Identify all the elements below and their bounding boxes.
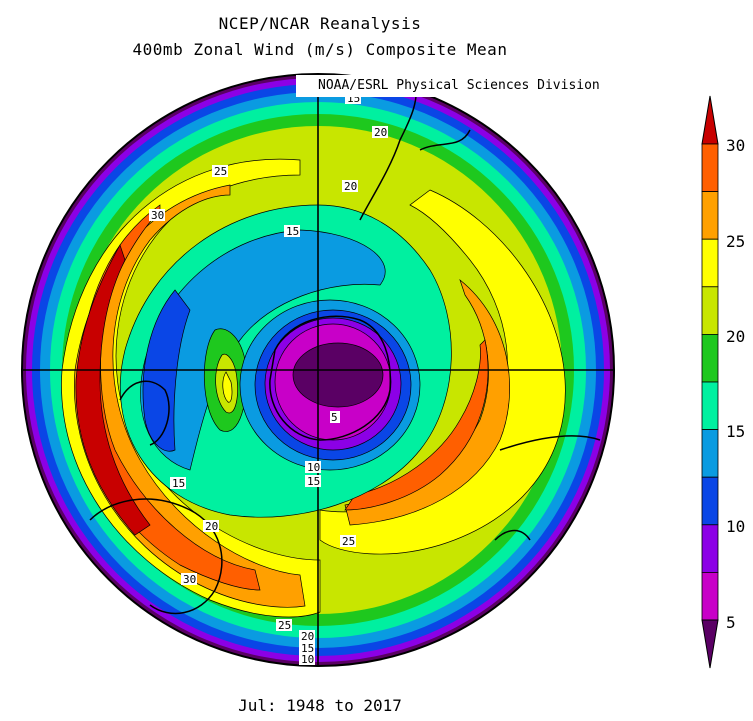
- coast-antarctica: [269, 315, 392, 441]
- coast-south-america: [359, 79, 418, 221]
- contour-label: 15: [305, 475, 321, 488]
- colorbar-cells: [701, 95, 719, 669]
- contour-label: 20: [342, 180, 358, 193]
- colorbar-cell: [701, 571, 719, 621]
- svg-text:25: 25: [214, 165, 227, 178]
- svg-text:5: 5: [331, 411, 338, 424]
- svg-text:15: 15: [307, 475, 320, 488]
- coastlines: [89, 79, 601, 615]
- colorbar-cell: [701, 429, 719, 478]
- colorbar-cell: [701, 238, 719, 288]
- east-jet-band: [319, 189, 566, 555]
- svg-text:10: 10: [301, 653, 314, 666]
- contour-label: 10: [305, 461, 321, 474]
- map-border: [21, 73, 615, 667]
- contour-label: 25: [276, 619, 292, 632]
- contour-labels: 15 20 20 25 30 15 5 10 15 15 20 25 30 25…: [149, 92, 388, 666]
- svg-text:20: 20: [301, 630, 314, 643]
- colorbar-tick-label: 15: [726, 422, 746, 441]
- svg-text:20: 20: [374, 126, 387, 139]
- svg-text:15: 15: [172, 477, 185, 490]
- colorbar-cell: [701, 286, 719, 335]
- coast-south-america-east: [419, 129, 471, 151]
- colorbar-cell: [701, 333, 719, 383]
- colorbar-tick-label: 25: [726, 232, 746, 251]
- colorbar-tick-label: 5: [726, 613, 736, 632]
- svg-text:20: 20: [344, 180, 357, 193]
- svg-text:30: 30: [151, 209, 164, 222]
- period-label: Jul: 1948 to 2017: [238, 696, 402, 715]
- contour-label: 20: [299, 630, 315, 643]
- colorbar-cell: [701, 476, 719, 526]
- polar-vortex: [239, 299, 421, 471]
- contour-label: 15: [284, 225, 300, 238]
- coast-madagascar: [494, 529, 531, 541]
- contour-label: 15: [299, 642, 315, 655]
- coast-africa: [499, 435, 601, 451]
- contour-label: 5: [330, 411, 340, 424]
- colorbar-tick-label: 10: [726, 517, 746, 536]
- colorbar-cell: [701, 191, 719, 240]
- colorbar-top-triangle: [701, 95, 719, 145]
- coast-new-zealand: [119, 380, 170, 446]
- svg-text:25: 25: [278, 619, 291, 632]
- title-line-1: NCEP/NCAR Reanalysis: [218, 14, 422, 33]
- contour-label: 20: [203, 520, 219, 533]
- wind-field: [22, 74, 614, 666]
- contour-label: 30: [149, 209, 165, 222]
- contour-label: 15: [170, 477, 186, 490]
- contour-label: 25: [340, 535, 356, 548]
- svg-text:15: 15: [286, 225, 299, 238]
- colorbar-cell: [701, 143, 719, 192]
- svg-text:15: 15: [301, 642, 314, 655]
- svg-text:25: 25: [342, 535, 355, 548]
- coast-australia: [89, 498, 223, 615]
- svg-text:30: 30: [183, 573, 196, 586]
- colorbar-cell: [701, 524, 719, 573]
- colorbar-bottom-triangle: [701, 619, 719, 669]
- svg-text:20: 20: [205, 520, 218, 533]
- contour-label: 20: [372, 126, 388, 139]
- jet-band: [61, 158, 321, 618]
- svg-text:10: 10: [307, 461, 320, 474]
- title-line-2: 400mb Zonal Wind (m/s) Composite Mean: [132, 40, 508, 59]
- colorbar: [701, 95, 719, 669]
- polar-wind-map: 15 20 20 25 30 15 5 10 15 15 20 25 30 25…: [21, 73, 615, 667]
- colorbar-cell: [701, 381, 719, 430]
- contour-label: 25: [212, 165, 228, 178]
- colorbar-tick-label: 20: [726, 327, 746, 346]
- contour-label: 10: [299, 653, 315, 666]
- colorbar-tick-label: 30: [726, 136, 746, 155]
- credit-label: NOAA/ESRL Physical Sciences Division: [296, 75, 616, 97]
- contour-label: 30: [181, 573, 197, 586]
